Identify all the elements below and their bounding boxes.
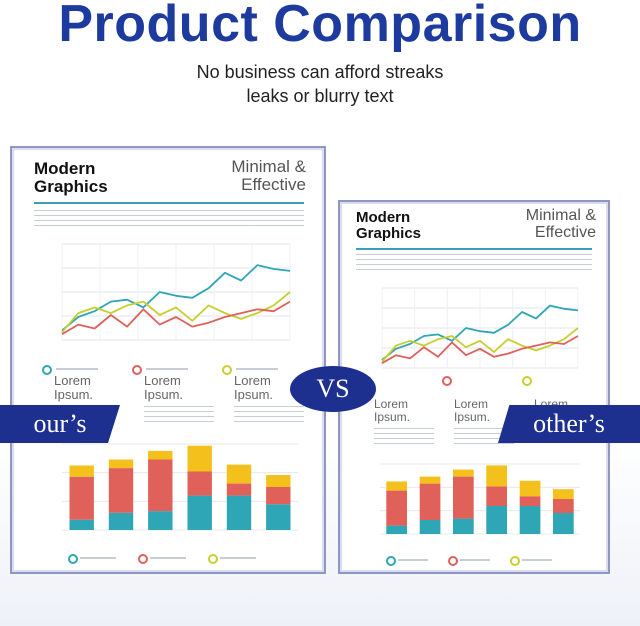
lorem-paragraph [356,254,592,272]
footer-caption [80,557,116,559]
bar-segment-red [266,487,291,505]
bar-segment-red [187,471,212,496]
footer-red-dot-icon [448,556,458,566]
footer-caption [522,559,552,561]
bar-segment-red [519,496,541,506]
legend-caption [56,368,98,370]
bar-segment-yellow [108,459,134,469]
page-title: Product Comparison [58,0,582,53]
bar-segment-teal [108,512,134,530]
legend-red-dot-icon [132,365,142,375]
bar-segment-yellow [553,489,574,499]
footer-caption [398,559,428,561]
panel-tagline: Minimal & Effective [231,158,306,194]
vs-badge: VS [290,366,376,412]
bar-segment-teal [453,518,474,534]
our-product-panel: Modern Graphics Minimal & Effective Lore… [10,146,326,574]
panel-title-line-1: Modern [34,159,96,178]
bar-segment-red [148,459,173,512]
bar-segment-teal [519,506,541,534]
footer-red-dot-icon [138,554,148,564]
legend-lime-dot-icon [222,365,232,375]
panel-tagline-line-2: Effective [241,174,306,194]
legend-label-1: Lorem Ipsum. [54,373,94,402]
stacked-bar-chart [62,443,298,531]
bar-segment-yellow [226,464,252,484]
series-line-lime [381,327,579,363]
ours-ribbon: our’s [0,405,120,443]
bar-segment-red [553,499,574,513]
bar-segment-yellow [148,450,173,460]
panel-tagline-line-1: Minimal & [231,157,306,176]
others-ribbon: other’s [498,405,640,443]
series-line-teal [61,264,291,332]
bar-segment-red [108,468,134,513]
series-line-lime [61,291,291,333]
footer-caption [220,557,256,559]
lorem-paragraph [34,210,304,230]
header-rule [34,202,304,204]
bar-segment-teal [553,513,574,534]
footer-teal-dot-icon [68,554,78,564]
line-chart [381,287,579,369]
legend-caption [236,368,278,370]
footer-lime-dot-icon [510,556,520,566]
panel-tagline-line-2: Effective [534,223,596,241]
lorem-snippet [144,406,214,424]
bar-segment-yellow [386,481,407,491]
bar-segment-teal [386,525,407,534]
footer-teal-dot-icon [386,556,396,566]
stacked-bar-chart [380,463,580,535]
bar-segment-yellow [486,465,507,487]
line-chart [61,243,291,341]
other-product-panel: Modern Graphics Minimal & Effective Lore… [338,200,610,574]
bar-segment-yellow [419,476,441,484]
panel-title-line-2: Graphics [356,224,422,242]
bar-segment-yellow [266,475,291,487]
bar-segment-teal [187,495,212,530]
legend-label-2: Lorem Ipsum. [144,373,184,402]
panel-tagline: Minimal & Effective [525,207,596,242]
legend-lime-dot-icon [522,376,532,386]
series-line-red [61,300,291,335]
bar-segment-teal [226,495,252,530]
footer-caption [150,557,186,559]
lorem-snippet [234,406,304,424]
panel-title: Modern Graphics [34,160,108,196]
panel-title-line-2: Graphics [34,176,108,196]
lorem-snippet [374,428,434,446]
bar-segment-teal [419,520,441,534]
bar-segment-teal [266,504,291,530]
series-line-red [381,335,579,364]
bar-segment-teal [69,519,94,530]
series-line-teal [381,304,579,361]
header-rule [356,248,592,250]
bar-segment-yellow [187,445,212,472]
bar-segment-red [69,476,94,520]
panel-tagline-line-1: Minimal & [525,207,596,224]
panel-title: Modern Graphics [356,210,421,242]
footer-caption [460,559,490,561]
bar-segment-teal [486,506,507,534]
legend-label-1: Lorem Ipsum. [374,397,411,424]
subtitle-line-2: leaks or blurry text [246,86,394,106]
footer-lime-dot-icon [208,554,218,564]
legend-teal-dot-icon [42,365,52,375]
legend-red-dot-icon [442,376,452,386]
panel-title-line-1: Modern [356,209,411,226]
legend-caption [146,368,188,370]
bar-segment-red [453,476,474,519]
bar-segment-red [419,483,441,520]
bar-segment-yellow [69,465,94,477]
legend-label-2: Lorem Ipsum. [454,397,491,424]
bar-segment-yellow [519,480,541,497]
bar-segment-teal [148,511,173,530]
bar-segment-yellow [453,469,474,477]
subtitle-line-1: No business can afford streaks [196,62,444,82]
bar-segment-red [486,486,507,506]
bar-segment-red [226,483,252,496]
bar-segment-red [386,490,407,526]
